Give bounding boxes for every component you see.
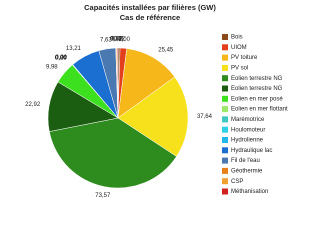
legend-swatch bbox=[222, 75, 228, 82]
data-label: 3,00 bbox=[118, 37, 130, 43]
chart-title: Capacités installées par filières (GW) bbox=[84, 3, 216, 12]
legend-label: Houlomoteur bbox=[231, 127, 265, 133]
legend-label: Fil de l'eau bbox=[231, 158, 260, 164]
data-label: 13,21 bbox=[66, 46, 82, 52]
data-label: 0,14 bbox=[110, 37, 122, 43]
data-label: 0,00 bbox=[55, 56, 67, 62]
legend-label: UIOM bbox=[231, 45, 247, 51]
legend-label: CSP bbox=[231, 179, 243, 185]
legend-swatch bbox=[222, 137, 228, 143]
data-label: 37,64 bbox=[197, 114, 213, 120]
data-label: 0,42 bbox=[111, 37, 123, 43]
legend-swatch bbox=[222, 95, 228, 102]
legend-swatch bbox=[222, 157, 228, 164]
legend-swatch bbox=[222, 126, 228, 133]
legend-swatch bbox=[222, 147, 228, 154]
chart: Capacités installées par filières (GW) C… bbox=[25, 2, 289, 200]
legend-label: Eolien terrestre NG bbox=[231, 76, 283, 82]
legend-swatch bbox=[222, 188, 228, 195]
legend-label: PV toiture bbox=[231, 55, 258, 61]
pie-slice bbox=[117, 76, 189, 157]
chart-subtitle: Cas de référence bbox=[120, 13, 180, 22]
legend-swatch bbox=[222, 106, 228, 113]
legend-label: PV sol bbox=[231, 65, 248, 71]
legend-swatch bbox=[222, 167, 228, 174]
data-label: 73,57 bbox=[95, 193, 111, 199]
legend-swatch bbox=[222, 34, 228, 40]
data-label: 0,00 bbox=[55, 55, 67, 61]
data-label: 22,92 bbox=[25, 102, 41, 108]
legend-label: Marémotrice bbox=[231, 117, 265, 123]
legend-swatch bbox=[222, 54, 228, 61]
data-label: 7,63 bbox=[100, 38, 112, 44]
data-label: 0,43 bbox=[112, 37, 124, 43]
legend-label: Hydrolienne bbox=[231, 138, 264, 144]
legend-label: Eolien en mer flottant bbox=[231, 107, 288, 113]
legend-swatch bbox=[222, 178, 228, 185]
legend-label: Hydraulique lac bbox=[231, 148, 272, 154]
legend-swatch bbox=[222, 116, 228, 123]
legend-swatch bbox=[222, 85, 228, 92]
pie-slice bbox=[117, 48, 176, 119]
legend-label: Bois bbox=[231, 35, 243, 41]
legend-swatch bbox=[222, 44, 228, 51]
legend-swatch bbox=[222, 64, 228, 71]
data-label: 0,00 bbox=[55, 56, 67, 62]
data-label: 0,92 bbox=[113, 37, 125, 43]
pie-slice bbox=[116, 47, 119, 119]
legend-label: Eolien en mer posé bbox=[231, 96, 283, 102]
data-label: 25,45 bbox=[158, 48, 174, 54]
data-label: 9,98 bbox=[46, 65, 58, 71]
data-label: 0,24 bbox=[55, 55, 67, 61]
legend-label: Géothermie bbox=[231, 168, 263, 174]
legend-label: Eolien terrestre NG bbox=[231, 86, 283, 92]
legend-label: Méthanisation bbox=[231, 189, 268, 195]
pie-slice bbox=[49, 117, 177, 189]
